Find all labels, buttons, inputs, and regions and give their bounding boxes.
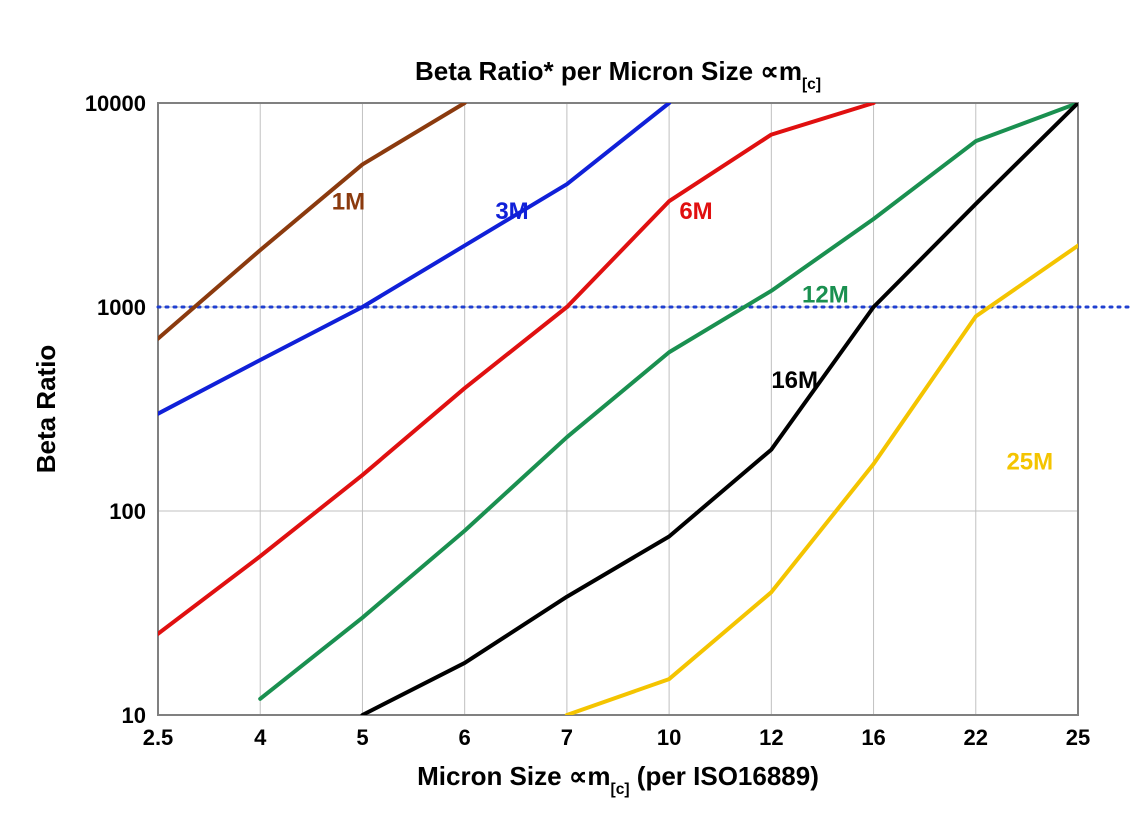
x-tick-label: 7 xyxy=(561,725,573,750)
series-label-1M: 1M xyxy=(332,189,365,216)
series-label-16M: 16M xyxy=(771,367,818,394)
y-tick-label: 10000 xyxy=(85,91,146,116)
x-tick-label: 6 xyxy=(459,725,471,750)
x-tick-label: 4 xyxy=(254,725,267,750)
x-tick-label: 12 xyxy=(759,725,783,750)
x-tick-label: 5 xyxy=(356,725,368,750)
chart-svg: 1M 3M 6M 12M 16M 25M 2.5 4 5 6 7 10 12 16 22 25 10 100 100… xyxy=(0,0,1146,818)
y-axis-label: Beta Ratio xyxy=(31,345,61,474)
y-tick-label: 100 xyxy=(109,499,146,524)
series-label-3M: 3M xyxy=(495,198,528,225)
beta-ratio-chart: 1M 3M 6M 12M 16M 25M 2.5 4 5 6 7 10 12 16 22 25 10 100 100… xyxy=(0,0,1146,818)
x-tick-label: 2.5 xyxy=(143,725,174,750)
x-tick-label: 16 xyxy=(861,725,885,750)
y-tick-label: 1000 xyxy=(97,295,146,320)
x-tick-label: 10 xyxy=(657,725,681,750)
x-tick-label: 22 xyxy=(964,725,988,750)
series-label-25M: 25M xyxy=(1006,448,1053,475)
series-label-12M: 12M xyxy=(802,282,849,309)
series-label-6M: 6M xyxy=(679,198,712,225)
x-tick-label: 25 xyxy=(1066,725,1090,750)
y-tick-label: 10 xyxy=(122,703,146,728)
